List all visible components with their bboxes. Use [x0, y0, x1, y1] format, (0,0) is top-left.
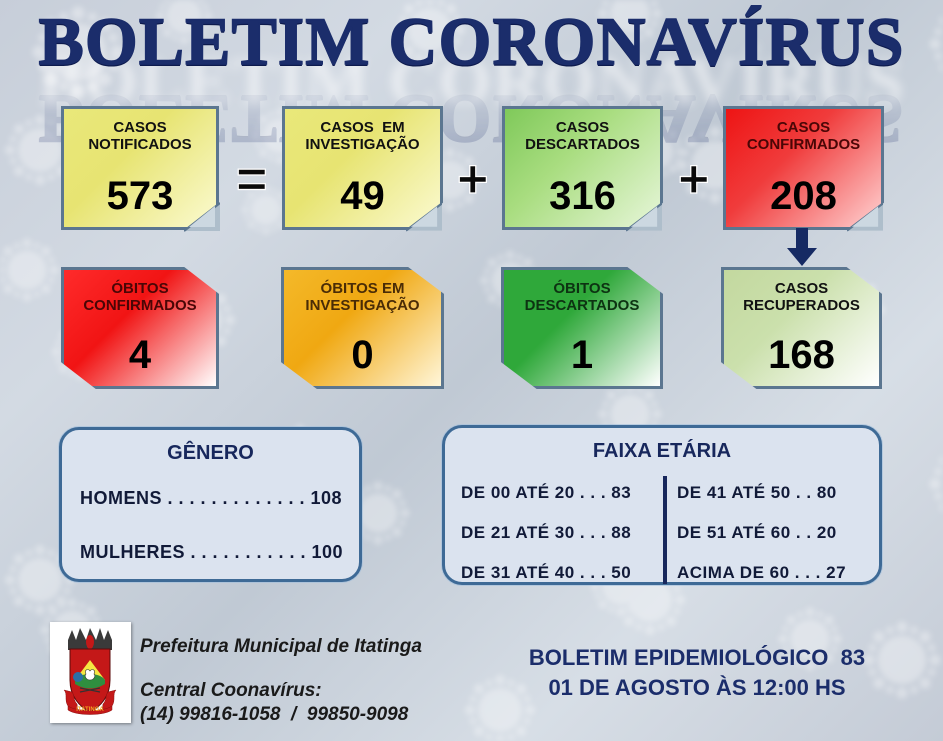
svg-text:ITATINGA: ITATINGA — [76, 707, 104, 713]
